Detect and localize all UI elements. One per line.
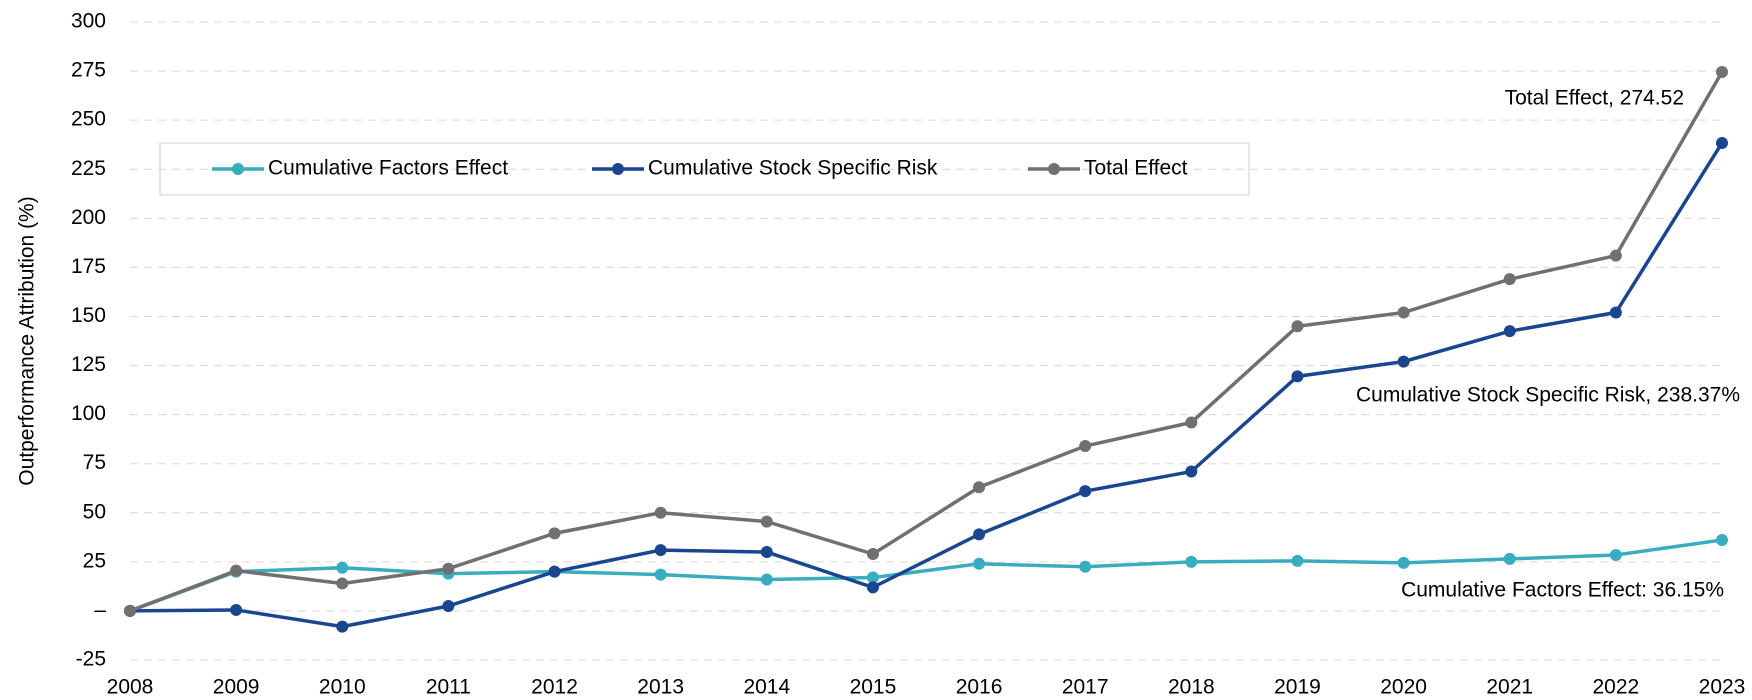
- x-tick-label: 2010: [319, 676, 366, 699]
- data-point: [442, 562, 455, 575]
- y-tick-label: 300: [71, 10, 106, 33]
- y-tick-label: 75: [83, 451, 106, 474]
- data-point: [866, 571, 879, 584]
- data-point: [230, 603, 243, 616]
- data-point: [1397, 306, 1410, 319]
- legend-marker: [232, 163, 244, 175]
- y-tick-label: 150: [71, 304, 106, 327]
- y-tick-label: 25: [83, 549, 106, 572]
- data-point: [1397, 556, 1410, 569]
- data-point: [654, 506, 667, 519]
- data-point: [548, 527, 561, 540]
- x-tick-label: 2013: [637, 676, 684, 699]
- y-tick-label: -25: [76, 648, 106, 671]
- data-point: [442, 600, 455, 613]
- data-point: [1079, 440, 1092, 453]
- data-point: [654, 544, 667, 557]
- data-point: [1079, 560, 1092, 573]
- x-tick-label: 2015: [850, 676, 897, 699]
- y-tick-label: –: [94, 598, 106, 621]
- x-tick-label: 2020: [1380, 676, 1427, 699]
- x-tick-label: 2018: [1168, 676, 1215, 699]
- data-point: [1503, 273, 1516, 286]
- data-point: [336, 561, 349, 574]
- y-axis-label: Outperformance Attribution (%): [16, 196, 39, 485]
- data-point: [1503, 325, 1516, 338]
- y-tick-label: 50: [83, 500, 106, 523]
- legend-label: Cumulative Stock Specific Risk: [648, 157, 938, 180]
- legend-marker: [612, 163, 624, 175]
- y-tick-label: 175: [71, 255, 106, 278]
- x-tick-label: 2016: [956, 676, 1003, 699]
- data-point: [230, 564, 243, 577]
- x-tick-label: 2012: [531, 676, 578, 699]
- data-point: [336, 577, 349, 590]
- annotation: Cumulative Stock Specific Risk, 238.37%: [1356, 384, 1740, 407]
- y-tick-label: 100: [71, 402, 106, 425]
- data-point: [1291, 554, 1304, 567]
- data-point: [1291, 370, 1304, 383]
- x-tick-label: 2022: [1593, 676, 1640, 699]
- data-point: [1609, 249, 1622, 262]
- data-point: [1716, 136, 1728, 149]
- data-point: [760, 546, 773, 559]
- y-tick-label: 225: [71, 157, 106, 180]
- x-tick-label: 2021: [1486, 676, 1533, 699]
- data-point: [1397, 355, 1410, 368]
- x-tick-label: 2011: [426, 676, 471, 699]
- x-tick-label: 2023: [1699, 676, 1746, 699]
- x-tick-label: 2008: [107, 676, 154, 699]
- x-tick-label: 2009: [213, 676, 260, 699]
- data-point: [1609, 306, 1622, 319]
- data-point: [1716, 66, 1728, 79]
- x-tick-label: 2019: [1274, 676, 1321, 699]
- series-line: [129, 71, 1724, 613]
- data-point: [336, 620, 349, 633]
- data-point: [973, 481, 986, 494]
- data-point: [866, 547, 879, 560]
- annotation: Cumulative Factors Effect: 36.15%: [1401, 579, 1724, 602]
- data-point: [548, 565, 561, 578]
- data-point: [1079, 485, 1092, 498]
- y-tick-label: 200: [71, 206, 106, 229]
- annotation: Total Effect, 274.52: [1505, 87, 1684, 110]
- data-point: [760, 573, 773, 586]
- x-tick-label: 2014: [743, 676, 790, 699]
- series-line: [129, 538, 1723, 613]
- data-point: [654, 568, 667, 581]
- data-point: [866, 581, 879, 594]
- legend-marker: [1048, 163, 1060, 175]
- data-point: [1716, 533, 1728, 546]
- data-point: [124, 604, 136, 617]
- data-point: [973, 528, 986, 541]
- legend-label: Cumulative Factors Effect: [268, 157, 508, 180]
- data-point: [1503, 552, 1516, 565]
- data-point: [1185, 465, 1198, 478]
- x-tick-label: 2017: [1062, 676, 1109, 699]
- series-line: [129, 142, 1724, 629]
- data-point: [1609, 548, 1622, 561]
- data-point: [1185, 555, 1198, 568]
- y-tick-label: 250: [71, 108, 106, 131]
- y-tick-label: 125: [71, 353, 106, 376]
- y-tick-label: 275: [71, 59, 106, 82]
- data-point: [760, 515, 773, 528]
- data-point: [1185, 416, 1198, 429]
- legend-label: Total Effect: [1084, 157, 1188, 180]
- data-point: [973, 557, 986, 570]
- data-point: [1291, 320, 1304, 333]
